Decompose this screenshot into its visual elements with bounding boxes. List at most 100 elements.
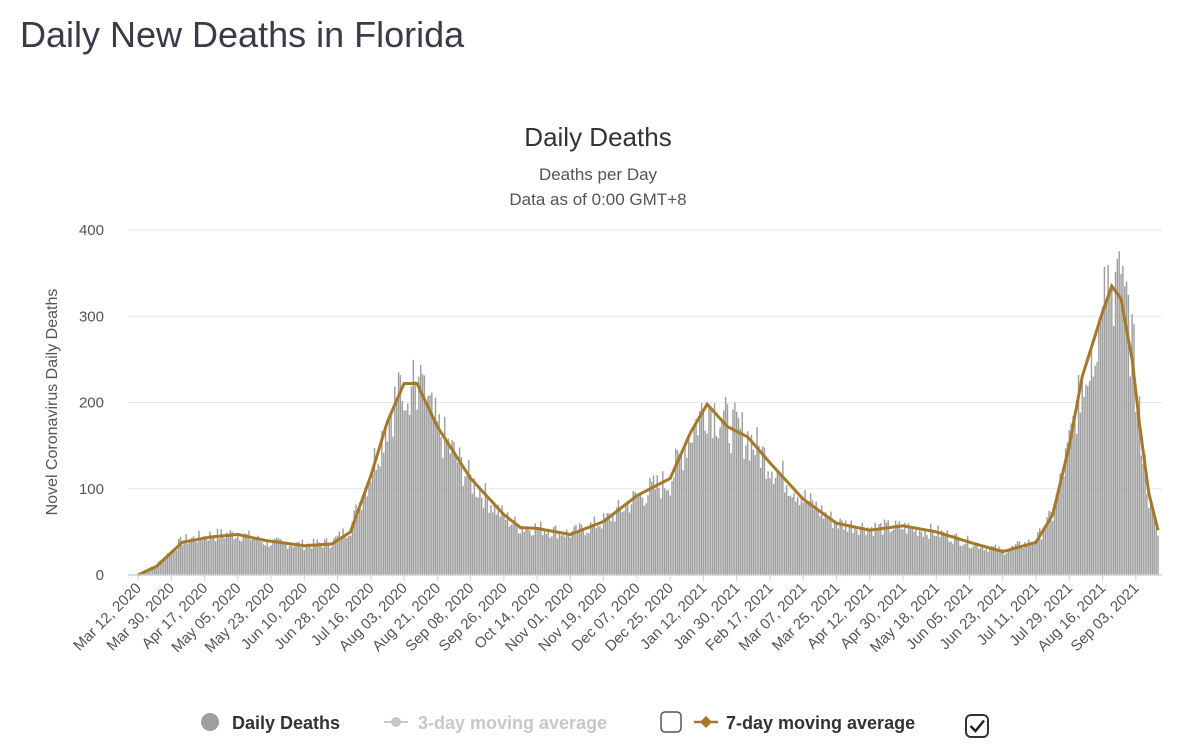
bar	[970, 548, 973, 575]
bar	[961, 546, 963, 575]
legend-label-3day-ma: 3-day moving average	[418, 713, 607, 733]
bar	[1039, 528, 1041, 575]
bar	[717, 438, 719, 575]
bar	[750, 435, 753, 575]
bar	[595, 528, 597, 575]
bar	[407, 403, 409, 575]
bar	[614, 521, 616, 575]
bar	[203, 535, 206, 575]
bars[interactable]	[139, 251, 1159, 576]
bar	[900, 529, 902, 575]
bar	[641, 497, 644, 575]
legend-marker-diamond-icon	[700, 716, 712, 728]
bar	[355, 504, 357, 575]
bar	[658, 487, 660, 575]
bar	[617, 500, 620, 575]
legend-item-3day-ma[interactable]: 3-day moving average	[384, 713, 607, 733]
bar	[625, 504, 627, 575]
bar	[889, 532, 891, 575]
checkbox-7day-ma-checked-icon[interactable]	[965, 714, 989, 738]
bar	[1079, 412, 1082, 575]
bar	[968, 547, 971, 575]
bar	[1031, 542, 1034, 575]
y-tick-label: 0	[96, 567, 104, 584]
bar	[952, 543, 954, 575]
bar	[268, 546, 270, 575]
bar	[506, 512, 509, 575]
bar	[314, 544, 317, 575]
bar	[1003, 554, 1006, 575]
bar	[331, 546, 333, 575]
bar	[351, 521, 354, 575]
bar	[1094, 365, 1096, 575]
bar	[329, 547, 331, 575]
bar	[1066, 442, 1069, 575]
bar	[1098, 319, 1100, 575]
bar	[262, 544, 265, 575]
bar	[214, 541, 217, 575]
bar	[1005, 553, 1008, 575]
bar	[187, 543, 189, 575]
bar	[735, 411, 738, 575]
bar	[902, 529, 904, 575]
bar	[832, 528, 834, 575]
bar	[492, 512, 494, 575]
series-line-7day[interactable]	[137, 282, 1160, 577]
bar	[338, 531, 341, 575]
bar	[680, 452, 682, 575]
bar	[857, 534, 860, 575]
bar	[1133, 324, 1135, 575]
bar	[747, 431, 749, 575]
bar	[333, 538, 335, 575]
bar	[1142, 463, 1144, 575]
bar	[237, 534, 239, 575]
bar	[734, 402, 736, 575]
legend-item-daily-deaths[interactable]: Daily Deaths	[201, 713, 340, 733]
bar	[767, 471, 769, 575]
bar	[403, 410, 405, 575]
bar	[1140, 455, 1143, 575]
bar	[146, 569, 148, 575]
bar	[728, 443, 731, 575]
legend-marker-circle-icon	[201, 713, 219, 731]
bar	[150, 566, 152, 575]
bar	[1085, 384, 1087, 575]
bar	[449, 453, 452, 575]
bar	[244, 533, 246, 575]
bar	[656, 475, 658, 575]
bar	[493, 502, 496, 575]
bar	[310, 548, 313, 575]
bar	[421, 374, 424, 575]
bar	[229, 530, 232, 575]
bar	[545, 533, 548, 575]
bar	[322, 547, 324, 575]
bar	[1149, 496, 1152, 575]
bar	[320, 543, 322, 575]
bar	[222, 534, 224, 575]
bar	[1144, 454, 1146, 575]
legend-item-7day-ma[interactable]: 7-day moving average	[694, 713, 915, 733]
bar	[798, 505, 801, 575]
bar	[846, 531, 849, 575]
bar	[477, 497, 479, 575]
bar	[349, 535, 352, 575]
bar	[218, 538, 221, 575]
bar	[164, 557, 167, 575]
page-title: Daily New Deaths in Florida	[20, 14, 465, 55]
bar	[920, 531, 923, 575]
bar	[499, 516, 501, 575]
bar	[490, 505, 492, 575]
checkbox-3day-ma-icon[interactable]	[660, 711, 682, 733]
bar	[562, 534, 564, 575]
bar	[270, 545, 272, 575]
bar	[1155, 528, 1157, 575]
bar	[185, 534, 187, 575]
bar	[983, 550, 986, 575]
bar	[200, 537, 202, 575]
bar	[231, 531, 233, 575]
bar	[381, 430, 383, 575]
bar	[377, 463, 379, 575]
bar	[1129, 376, 1132, 575]
bar	[469, 474, 472, 575]
bar	[756, 427, 758, 575]
